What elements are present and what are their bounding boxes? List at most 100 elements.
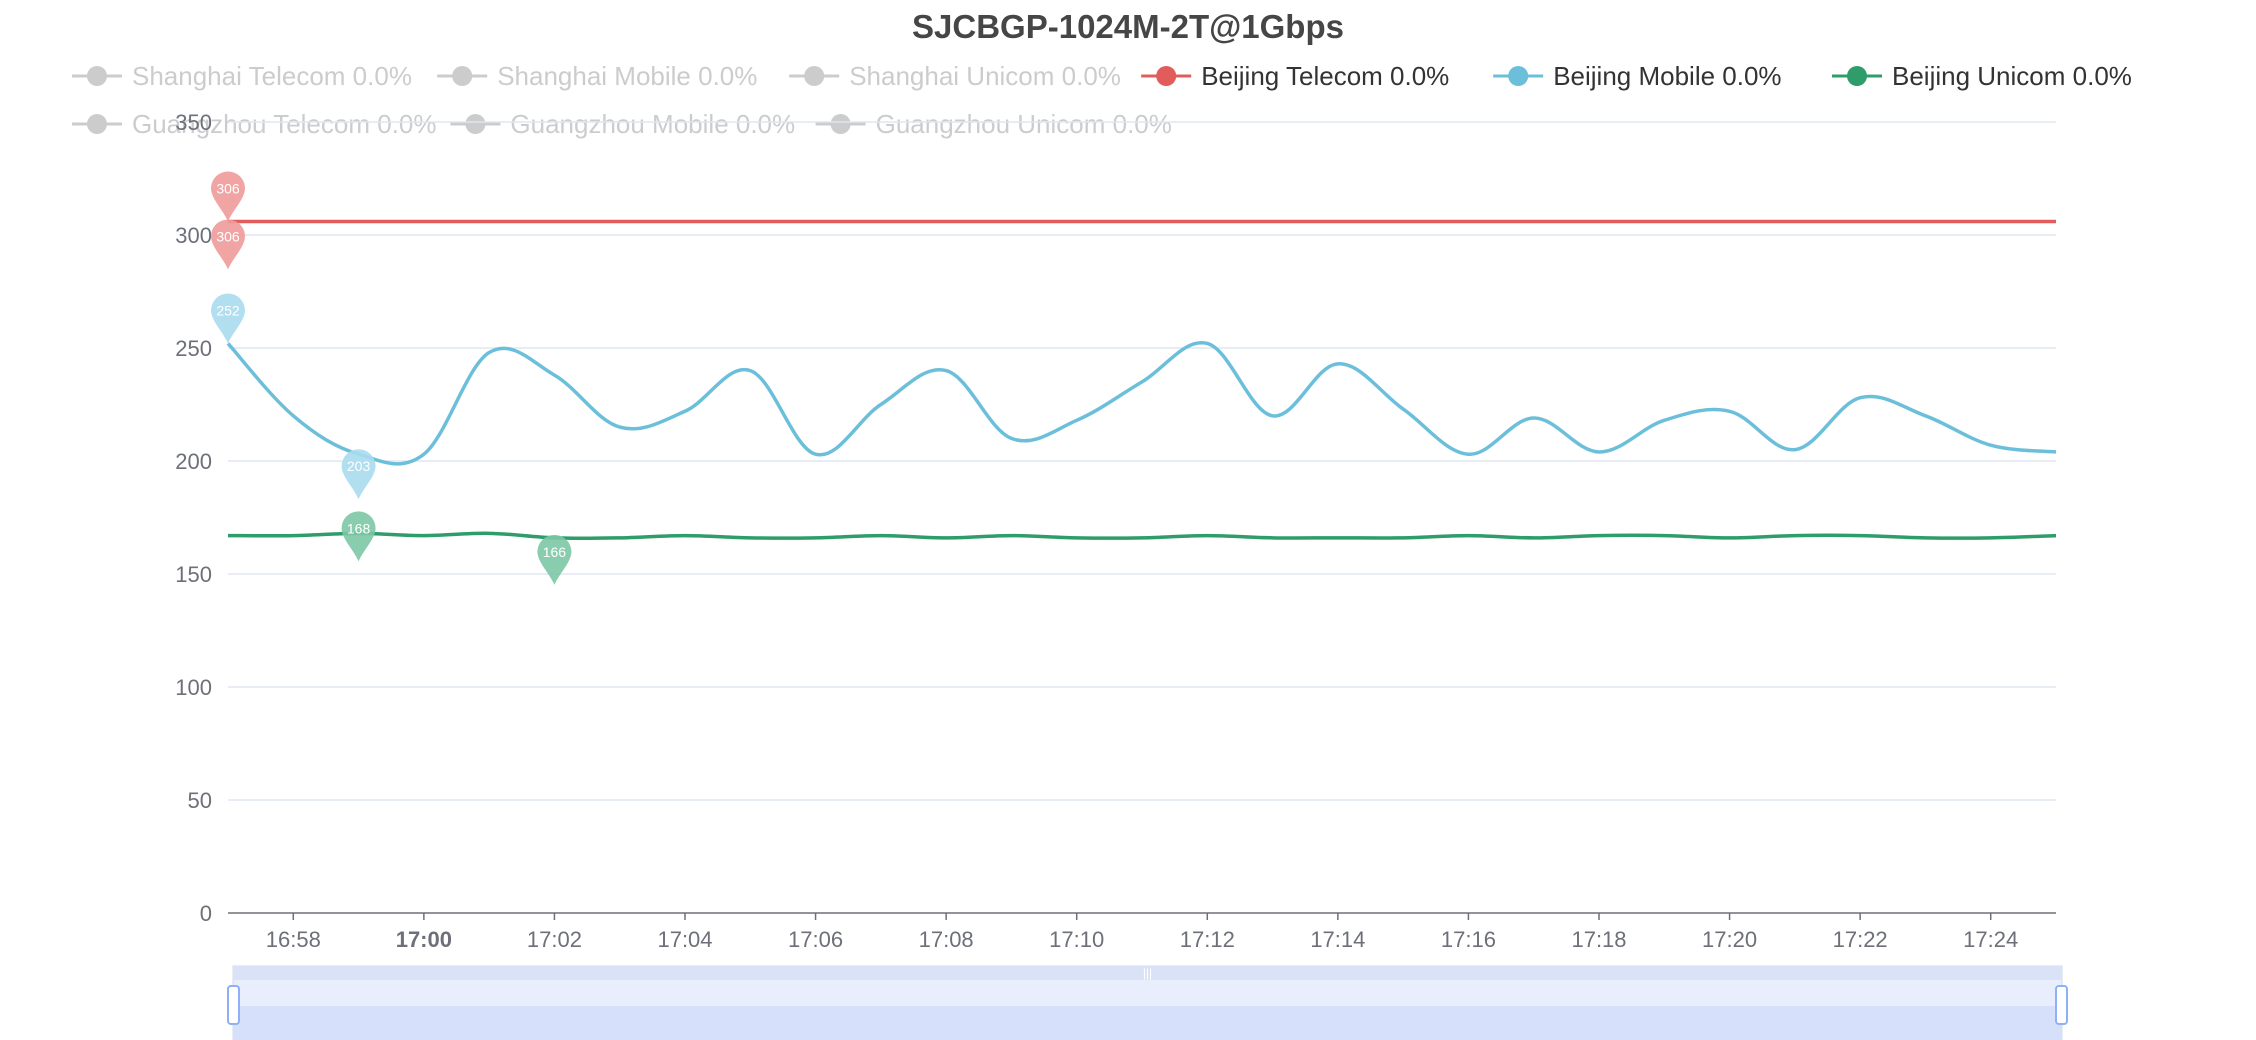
data-point: [1010, 437, 1012, 439]
data-point: [815, 537, 817, 539]
grid-lines: [228, 121, 2056, 801]
data-point: [2055, 451, 2057, 453]
legend-label: Guangzhou Mobile 0.0%: [510, 109, 795, 139]
legend-label: Shanghai Mobile 0.0%: [497, 61, 757, 91]
data-point: [1337, 537, 1339, 539]
marker-pin: 166: [537, 534, 572, 585]
data-point: [1206, 535, 1208, 537]
legend-label: Guangzhou Telecom 0.0%: [132, 109, 437, 139]
marker-pin: 203: [341, 449, 376, 500]
legend-label: Beijing Mobile 0.0%: [1553, 61, 1781, 91]
data-point: [1794, 220, 1796, 222]
legend-dot: [87, 114, 107, 134]
marker-pin-label: 203: [347, 458, 371, 474]
data-point: [880, 535, 882, 537]
y-tick-label: 200: [175, 449, 212, 474]
data-zoom-right-handle[interactable]: [2055, 985, 2068, 1025]
legend-item[interactable]: Beijing Telecom 0.0%: [1141, 61, 1449, 91]
data-point: [423, 220, 425, 222]
legend-label: Beijing Unicom 0.0%: [1892, 61, 2132, 91]
data-point: [880, 220, 882, 222]
legend-item[interactable]: Guangzhou Mobile 0.0%: [450, 109, 795, 139]
data-point: [1990, 220, 1992, 222]
data-zoom-slider[interactable]: |||: [227, 965, 2068, 1040]
data-point: [1990, 537, 1992, 539]
legend-dot: [465, 114, 486, 134]
data-point: [1533, 537, 1535, 539]
data-point: [1729, 537, 1731, 539]
legend-dot: [87, 66, 107, 86]
marker-pin: 252: [211, 293, 245, 344]
marker-pin-shape: [341, 511, 376, 562]
data-point: [945, 537, 947, 539]
legend-item[interactable]: Shanghai Mobile 0.0%: [437, 61, 757, 91]
data-point: [880, 404, 882, 406]
marker-pin: 306: [211, 219, 245, 270]
data-point: [1859, 535, 1861, 537]
data-zoom-drag-label[interactable]: |||: [1143, 966, 1152, 980]
x-axis: 16:58 17:00 17:02 17:04 17:06 17:08 17:10 17:12…: [228, 912, 2056, 952]
data-point: [292, 220, 294, 222]
series-line-1: [226, 341, 2057, 466]
legend-dot: [804, 66, 825, 86]
x-tick-label: 17:18: [1571, 927, 1626, 952]
legend-item[interactable]: Shanghai Telecom 0.0%: [72, 61, 412, 91]
x-tick-label: 17:24: [1963, 927, 2018, 952]
data-point: [1794, 449, 1796, 451]
legend-dot: [1508, 66, 1529, 86]
y-tick-label: 0: [200, 901, 212, 926]
data-point: [1467, 220, 1469, 222]
data-point: [619, 537, 621, 539]
data-point: [1272, 220, 1274, 222]
legend-item[interactable]: Guangzhou Unicom 0.0%: [815, 109, 1172, 139]
x-tick-label: 17:06: [788, 927, 843, 952]
data-point: [1598, 220, 1600, 222]
data-point: [553, 220, 555, 222]
marker-pin-label: 166: [543, 544, 567, 560]
data-point: [1076, 419, 1078, 421]
y-tick-label: 300: [175, 223, 212, 248]
y-tick-label: 50: [188, 788, 212, 813]
data-point: [553, 374, 555, 376]
data-point: [1990, 444, 1992, 446]
data-point: [358, 220, 360, 222]
legend-dot: [1156, 66, 1177, 86]
legend-item[interactable]: Beijing Mobile 0.0%: [1493, 61, 1782, 91]
marker-pins: 306 306 252 203 168 166: [211, 171, 572, 585]
marker-pin-shape: [537, 534, 572, 585]
data-point: [749, 370, 751, 372]
marker-pin-shape: [211, 219, 245, 270]
marker-pin-shape: [211, 293, 245, 344]
data-point: [423, 535, 425, 537]
data-point: [488, 532, 490, 534]
data-point: [1272, 415, 1274, 417]
x-tick-label: 17:02: [527, 927, 582, 952]
data-point: [1206, 342, 1208, 344]
data-point: [1467, 535, 1469, 537]
legend-label: Shanghai Unicom 0.0%: [849, 61, 1121, 91]
x-tick-label: 17:08: [919, 927, 974, 952]
data-point: [423, 453, 425, 455]
data-point: [619, 220, 621, 222]
data-point: [1924, 415, 1926, 417]
data-point: [1467, 453, 1469, 455]
data-point: [1402, 537, 1404, 539]
data-zoom-fill: [233, 1006, 2062, 1040]
legend-dot: [1847, 66, 1867, 86]
legend-item[interactable]: Shanghai Unicom 0.0%: [789, 61, 1121, 91]
marker-pin-label: 306: [216, 180, 240, 196]
legend-dot: [830, 114, 851, 134]
data-point: [945, 370, 947, 372]
legend-item[interactable]: Guangzhou Telecom 0.0%: [72, 109, 437, 139]
legend-item[interactable]: Beijing Unicom 0.0%: [1832, 61, 2132, 91]
marker-pin-label: 306: [216, 228, 240, 244]
data-point: [945, 220, 947, 222]
marker-pin-label: 252: [216, 302, 240, 318]
legend-label: Guangzhou Unicom 0.0%: [876, 109, 1172, 139]
data-zoom-top-bar: [233, 966, 2062, 980]
data-point: [749, 537, 751, 539]
data-point: [1663, 535, 1665, 537]
x-tick-label: 17:20: [1702, 927, 1757, 952]
data-zoom-left-handle[interactable]: [227, 985, 240, 1025]
